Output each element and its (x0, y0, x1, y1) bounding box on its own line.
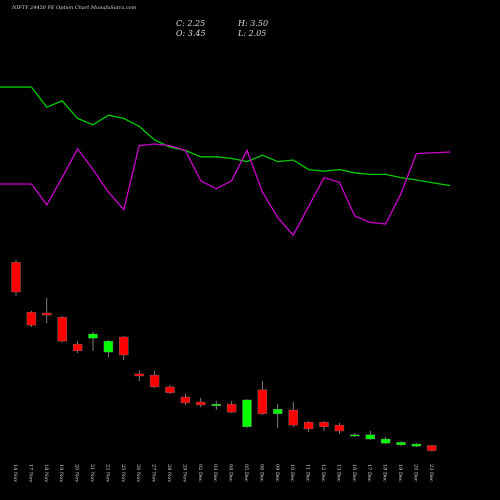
x-tick-label: 05 Dec (243, 464, 249, 482)
x-tick-label: 13 Dec (335, 464, 341, 482)
candle-body (319, 422, 329, 428)
x-tick-label: 20 Dec (412, 464, 418, 482)
x-tick-label: 18 Dec (382, 464, 388, 482)
candle-body (257, 389, 268, 414)
candle-body (11, 261, 21, 293)
x-tick-label: 12 Dec (320, 464, 326, 482)
candle-body (42, 312, 52, 316)
candle-body (380, 438, 391, 444)
candle-body (288, 409, 298, 426)
x-tick-label: 04 Dec (228, 464, 234, 482)
x-tick-label: 09 Dec (274, 464, 280, 482)
candle-body (134, 373, 144, 377)
x-tick-label: 21 Nov (89, 464, 95, 482)
x-tick-label: 26 Nov (135, 464, 141, 482)
x-tick-label: 14 Nov (12, 464, 18, 482)
x-tick-label: 17 Nov (27, 464, 33, 482)
x-tick-label: 19 Nov (58, 464, 64, 482)
candle-body (273, 408, 283, 414)
x-tick-label: 16 Dec (351, 464, 357, 482)
x-tick-label: 27 Nov (151, 464, 157, 482)
x-tick-label: 02 Dec (197, 464, 203, 482)
candle-body (88, 333, 98, 339)
candle-body (26, 311, 37, 326)
x-tick-label: 06 Dec (258, 464, 264, 482)
high-label: H: 3.50 (237, 19, 268, 28)
candle-body (427, 445, 437, 451)
candle-body (350, 434, 360, 437)
x-tick-label: 19 Dec (397, 464, 403, 482)
candle-body (303, 422, 314, 430)
candle-body (334, 424, 345, 432)
x-tick-label: 29 Nov (181, 464, 187, 482)
x-tick-label: 18 Nov (43, 464, 49, 482)
candle-body (211, 403, 221, 407)
candle-body (396, 442, 406, 446)
candle-body (365, 434, 375, 440)
x-tick-label: 23 Dec (428, 464, 434, 482)
candle-body (72, 343, 83, 351)
candle-body (196, 401, 206, 406)
x-tick-label: 17 Dec (366, 464, 372, 482)
x-tick-label: 25 Nov (120, 464, 126, 482)
candle-body (103, 340, 114, 353)
candle-body (180, 396, 191, 404)
x-tick-label: 11 Dec (305, 464, 311, 482)
x-tick-label: 22 Nov (104, 464, 110, 482)
candle-body (149, 374, 160, 388)
candle-body (411, 443, 422, 447)
x-tick-label: 03 Dec (212, 464, 218, 482)
overlay-line (0, 86, 451, 187)
low-label: L: 2.05 (237, 29, 266, 38)
candle-body (242, 399, 252, 428)
x-tick-label: 20 Nov (74, 464, 80, 482)
candle-body (226, 403, 237, 413)
overlay-line (0, 143, 451, 237)
candle-body (57, 317, 67, 342)
x-tick-label: 10 Dec (289, 464, 295, 482)
candle-body (119, 336, 129, 356)
open-label: O: 3.45 (176, 29, 206, 38)
candle-body (165, 386, 175, 394)
x-tick-label: 28 Nov (166, 464, 172, 482)
chart-title: NIFTY 24450 PE Option Chart MunafaSutra.… (11, 5, 137, 11)
close-label: C: 2.25 (176, 19, 205, 28)
